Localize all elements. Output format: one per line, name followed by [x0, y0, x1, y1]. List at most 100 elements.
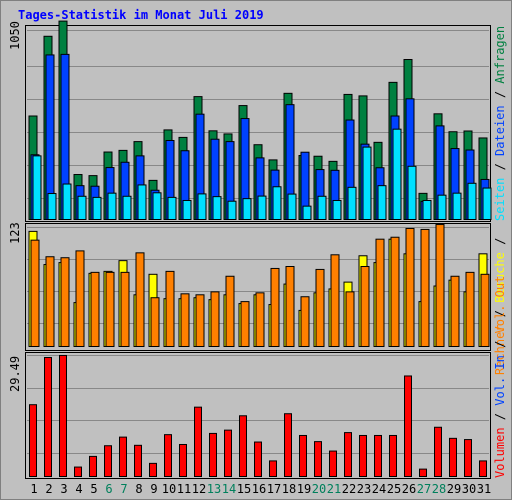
bar-seiten-day-7 — [122, 195, 132, 221]
bar-seiten-day-30 — [467, 182, 477, 220]
bar-rechner-day-5 — [90, 271, 100, 348]
bar-volumen-day-19 — [299, 434, 307, 478]
legend-middle: Rechner / Besuche / — [493, 238, 507, 375]
bar-seiten-day-10 — [167, 196, 177, 220]
bar-volumen-day-11 — [179, 443, 187, 478]
legend-dateien: Dateien — [493, 105, 507, 156]
legend-sep-3: / — [493, 303, 507, 325]
bar-seiten-day-29 — [452, 192, 462, 220]
bar-volumen-day-8 — [134, 444, 142, 478]
bar-volumen-day-18 — [284, 413, 292, 477]
x-tick-label-day-1: 1 — [30, 482, 37, 496]
bar-volumen-day-17 — [269, 460, 277, 477]
legend-bottom: Volumen / Vol. In / Vol. Out — [493, 276, 507, 478]
x-tick-label-day-21: 21 — [327, 482, 341, 496]
bar-rechner-day-16 — [255, 292, 265, 347]
bar-volumen-day-16 — [254, 441, 262, 478]
bar-seiten-day-9 — [152, 192, 162, 220]
x-tick-label-day-5: 5 — [90, 482, 97, 496]
legend-seiten: Seiten — [493, 178, 507, 221]
bar-volumen-day-13 — [209, 432, 217, 478]
bar-rechner-day-29 — [450, 275, 460, 348]
legend-sep-4: / — [493, 238, 507, 252]
bar-volumen-day-28 — [434, 426, 442, 477]
bar-rechner-day-6 — [105, 271, 115, 348]
bar-seiten-day-28 — [437, 194, 447, 220]
bar-volumen-day-9 — [149, 462, 157, 477]
x-tick-label-day-14: 14 — [222, 482, 236, 496]
x-tick-label-day-7: 7 — [120, 482, 127, 496]
bar-seiten-day-25 — [392, 128, 402, 220]
x-tick-label-day-28: 28 — [432, 482, 446, 496]
bar-seiten-day-31 — [482, 187, 492, 220]
bar-rechner-day-24 — [375, 238, 385, 347]
bar-volumen-day-7 — [119, 436, 127, 478]
legend-besuche: Besuche — [493, 252, 507, 303]
bar-seiten-day-15 — [242, 198, 252, 220]
bar-volumen-day-23 — [359, 434, 367, 478]
bar-seiten-day-11 — [182, 199, 192, 221]
bar-seiten-day-4 — [77, 195, 87, 221]
x-tick-label-day-11: 11 — [177, 482, 191, 496]
bar-rechner-day-30 — [465, 271, 475, 348]
x-axis-day-labels: 1 2 3 4 5 6 7 8 9 10 11 12 13 14 15 16 17 18 19 20 21 22 23 24 2… — [30, 482, 491, 496]
bar-volumen-day-22 — [344, 432, 352, 478]
chart-title: Tages-Statistik im Monat Juli 2019 — [18, 8, 264, 22]
bar-rechner-day-2 — [45, 256, 55, 347]
bar-volumen-day-3 — [59, 354, 67, 477]
bar-volumen-day-5 — [89, 455, 97, 477]
bar-rechner-day-12 — [195, 294, 205, 348]
x-tick-label-day-9: 9 — [150, 482, 157, 496]
bar-seiten-day-18 — [287, 193, 297, 220]
bar-rechner-day-26 — [405, 227, 415, 347]
bar-rechner-day-14 — [225, 275, 235, 348]
legend-sep-2: / — [493, 84, 507, 106]
bar-volumen-day-6 — [104, 445, 112, 478]
bar-seiten-day-21 — [332, 199, 342, 221]
x-tick-label-day-13: 13 — [207, 482, 221, 496]
legend-anfragen: Anfragen — [493, 26, 507, 84]
bar-rechner-day-1 — [30, 239, 40, 347]
panel-visits-hosts: 123 — [8, 222, 491, 351]
bar-volumen-day-2 — [44, 357, 52, 477]
x-tick-label-day-10: 10 — [162, 482, 176, 496]
bar-rechner-day-21 — [330, 254, 340, 347]
x-tick-label-day-25: 25 — [387, 482, 401, 496]
panel-middle-max-label: 123 — [8, 222, 22, 244]
bar-volumen-day-29 — [449, 437, 457, 478]
x-tick-label-day-19: 19 — [297, 482, 311, 496]
x-tick-label-day-29: 29 — [447, 482, 461, 496]
legend-rechner: Rechner — [493, 324, 507, 375]
bar-seiten-day-24 — [377, 185, 387, 221]
x-tick-label-day-23: 23 — [357, 482, 371, 496]
bar-seiten-day-27 — [422, 199, 432, 221]
x-tick-label-day-22: 22 — [342, 482, 356, 496]
bar-volumen-day-27 — [419, 468, 427, 477]
bar-rechner-day-28 — [435, 224, 445, 347]
x-tick-label-day-27: 27 — [417, 482, 431, 496]
legend-vol-out: Vol. Out — [493, 276, 507, 334]
bar-seiten-day-12 — [197, 193, 207, 220]
bar-rechner-day-11 — [180, 293, 190, 348]
bar-rechner-day-31 — [480, 273, 490, 347]
bar-rechner-day-22 — [345, 291, 355, 347]
x-tick-label-day-12: 12 — [192, 482, 206, 496]
bar-volumen-day-20 — [314, 441, 322, 478]
bar-rechner-day-7 — [120, 271, 130, 348]
bar-volumen-day-15 — [239, 415, 247, 477]
x-tick-label-day-18: 18 — [282, 482, 296, 496]
panel-middle-bars — [28, 224, 490, 348]
bar-seiten-day-2 — [47, 193, 57, 220]
bar-rechner-day-23 — [360, 266, 370, 347]
bar-seiten-day-3 — [62, 183, 72, 220]
bar-volumen-day-31 — [479, 460, 487, 477]
legend-vol-in: Vol. In — [493, 355, 507, 406]
bar-volumen-day-10 — [164, 434, 172, 478]
bar-seiten-day-16 — [257, 195, 267, 220]
x-tick-label-day-17: 17 — [267, 482, 281, 496]
x-tick-label-day-31: 31 — [477, 482, 491, 496]
bar-rechner-day-10 — [165, 270, 175, 347]
bar-seiten-day-26 — [407, 165, 417, 221]
x-tick-label-day-30: 30 — [462, 482, 476, 496]
